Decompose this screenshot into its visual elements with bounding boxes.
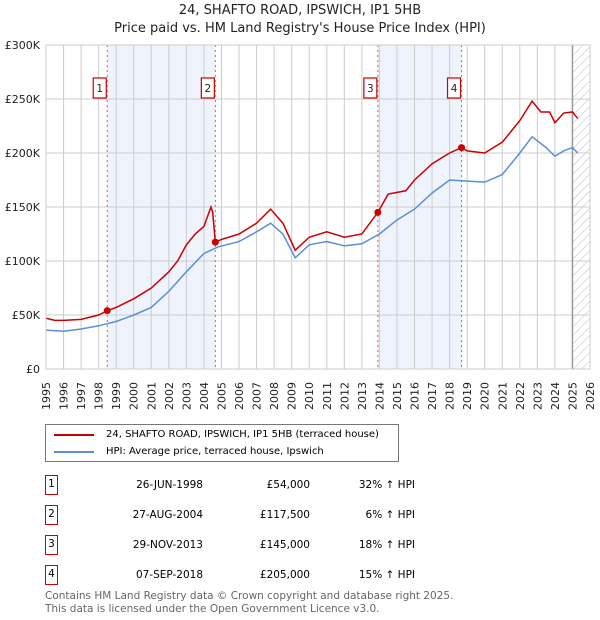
transaction-price: £54,000 [266, 479, 310, 491]
transaction-number: 1 [45, 475, 58, 495]
transaction-point [458, 144, 466, 152]
x-tick-label: 2015 [391, 382, 404, 410]
y-tick-label: £100K [5, 255, 41, 268]
hpi-line [45, 135, 579, 332]
transaction-row: 1 26-JUN-1998 £54,000 32% ↑ HPI [45, 475, 415, 495]
x-tick-label: 2021 [496, 382, 509, 410]
legend-blue-line [54, 450, 94, 453]
x-tick-label: 1996 [58, 382, 71, 410]
transaction-number: 2 [45, 505, 58, 525]
x-tick-label: 2017 [426, 382, 439, 410]
footer: Contains HM Land Registry data © Crown c… [45, 590, 453, 616]
transaction-price: £117,500 [259, 509, 310, 521]
x-tick-label: 2024 [549, 382, 562, 410]
transaction-point [211, 238, 219, 246]
transaction-marker-label: 2 [204, 83, 211, 95]
transaction-marker-label: 1 [96, 83, 103, 95]
transaction-row: 4 07-SEP-2018 £205,000 15% ↑ HPI [45, 565, 415, 585]
plot-area [45, 44, 591, 370]
chart-title: 24, SHAFTO ROAD, IPSWICH, IP1 5HB [178, 3, 422, 18]
x-tick-label: 2016 [409, 382, 422, 410]
y-tick-label: £0 [26, 363, 40, 376]
y-tick-label: £300K [5, 39, 41, 52]
transaction-number: 3 [45, 535, 58, 555]
transaction-hpi-change: 18% ↑ HPI [358, 539, 415, 551]
legend-label: 24, SHAFTO ROAD, IPSWICH, IP1 5HB (terra… [106, 429, 379, 440]
transaction-price: £205,000 [259, 569, 310, 581]
x-tick-label: 2001 [145, 382, 158, 410]
legend-label: HPI: Average price, terraced house, Ipsw… [106, 446, 324, 457]
x-tick-label: 2020 [479, 382, 492, 410]
x-tick-label: 2010 [303, 382, 316, 410]
x-tick-label: 2019 [461, 382, 474, 410]
x-tick-label: 1997 [75, 382, 88, 410]
transaction-point [374, 208, 382, 216]
x-tick-label: 2011 [321, 382, 334, 410]
legend-red-line [54, 433, 94, 436]
y-tick-label: £150K [5, 201, 41, 214]
legend-item-property: 24, SHAFTO ROAD, IPSWICH, IP1 5HB (terra… [54, 428, 379, 441]
x-tick-label: 2013 [356, 382, 369, 410]
x-tick-label: 2004 [198, 382, 211, 410]
footer-copyright: Contains HM Land Registry data © Crown c… [45, 590, 454, 602]
transaction-row: 3 29-NOV-2013 £145,000 18% ↑ HPI [45, 535, 415, 555]
x-tick-label: 2000 [128, 382, 141, 410]
transaction-date: 27-AUG-2004 [132, 509, 203, 521]
transaction-price: £145,000 [259, 539, 310, 551]
transaction-marker-box [363, 77, 378, 99]
x-tick-label: 2018 [444, 382, 457, 410]
transaction-marker-box [92, 77, 107, 99]
price-chart: 1995 1996 1997 1998 1999 2000 2001 2002 2003 2004… [5, 39, 597, 410]
y-tick-label: £250K [5, 93, 41, 106]
transaction-date: 26-JUN-1998 [136, 479, 203, 491]
legend: 24, SHAFTO ROAD, IPSWICH, IP1 5HB (terra… [45, 424, 399, 462]
x-tick-label: 2022 [514, 382, 527, 410]
transaction-row: 2 27-AUG-2004 £117,500 6% ↑ HPI [45, 505, 415, 525]
transaction-hpi-change: 6% ↑ HPI [365, 509, 415, 521]
legend-item-hpi: HPI: Average price, terraced house, Ipsw… [54, 445, 324, 458]
x-tick-label: 2012 [338, 382, 351, 410]
footer-licence: This data is licensed under the Open Gov… [45, 603, 380, 615]
x-tick-label: 2014 [373, 382, 386, 410]
x-tick-label: 2026 [584, 382, 597, 410]
transaction-date: 29-NOV-2013 [132, 539, 203, 551]
transaction-hpi-change: 32% ↑ HPI [358, 479, 415, 491]
transaction-marker-label: 3 [367, 83, 374, 95]
transaction-point [103, 307, 111, 315]
x-tick-label: 2023 [531, 382, 544, 410]
transaction-marker-box [200, 77, 215, 99]
x-tick-label: 2008 [268, 382, 281, 410]
transaction-hpi-change: 15% ↑ HPI [358, 569, 415, 581]
x-tick-label: 1998 [93, 382, 106, 410]
transaction-marker-label: 4 [451, 83, 458, 95]
x-tick-label: 1995 [40, 382, 53, 410]
x-tick-label: 2025 [566, 382, 579, 410]
transaction-number: 4 [45, 565, 58, 585]
x-tick-label: 2003 [180, 382, 193, 410]
transaction-date: 07-SEP-2018 [135, 569, 203, 581]
transaction-marker-box [446, 77, 462, 99]
x-tick-label: 1999 [110, 382, 123, 410]
y-tick-label: £200K [5, 147, 41, 160]
property-price-line [45, 99, 579, 322]
x-tick-label: 2005 [215, 382, 228, 410]
x-tick-label: 2006 [233, 382, 246, 410]
x-tick-label: 2007 [251, 382, 264, 410]
chart-subtitle: Price paid vs. HM Land Registry's House … [114, 21, 486, 36]
y-tick-label: £50K [12, 309, 41, 322]
x-tick-label: 2009 [286, 382, 299, 410]
x-tick-label: 2002 [163, 382, 176, 410]
